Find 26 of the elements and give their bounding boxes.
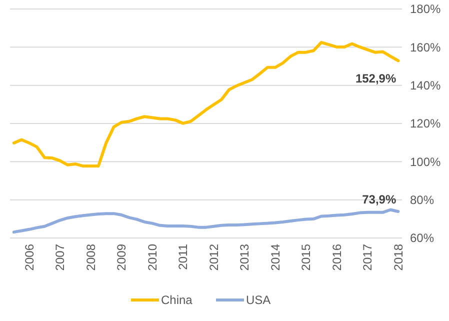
x-tick-label: 2009 <box>114 244 129 271</box>
line-series <box>12 208 400 234</box>
x-tick-label: 2015 <box>299 244 314 271</box>
legend-label: China <box>161 293 193 308</box>
annotation: 73,9% <box>362 192 396 206</box>
y-tick-label: 60% <box>410 231 434 246</box>
y-tick-label: 100% <box>410 154 442 169</box>
x-tick-label: 2010 <box>145 244 160 271</box>
annotation: 152,9% <box>355 72 396 86</box>
x-tick-label: 2014 <box>268 244 282 271</box>
y-tick-label: 120% <box>410 116 442 131</box>
line-series <box>12 40 400 168</box>
x-tick-label: 2018 <box>391 244 406 271</box>
x-tick-label: 2013 <box>238 244 252 271</box>
x-tick-label: 2008 <box>84 244 98 271</box>
x-tick-label: 2017 <box>360 244 375 271</box>
x-tick-label: 2011 <box>176 244 190 270</box>
y-tick-label: 160% <box>410 40 442 54</box>
y-tick-label: 80% <box>410 193 434 208</box>
x-tick-label: 2007 <box>53 244 68 271</box>
y-tick-label: 140% <box>410 78 442 93</box>
x-tick-label: 2016 <box>330 244 344 271</box>
x-tick-label: 2006 <box>22 244 36 271</box>
y-tick-label: 180% <box>410 2 442 16</box>
legend-label: USA <box>246 293 271 308</box>
x-tick-label: 2012 <box>206 244 221 271</box>
